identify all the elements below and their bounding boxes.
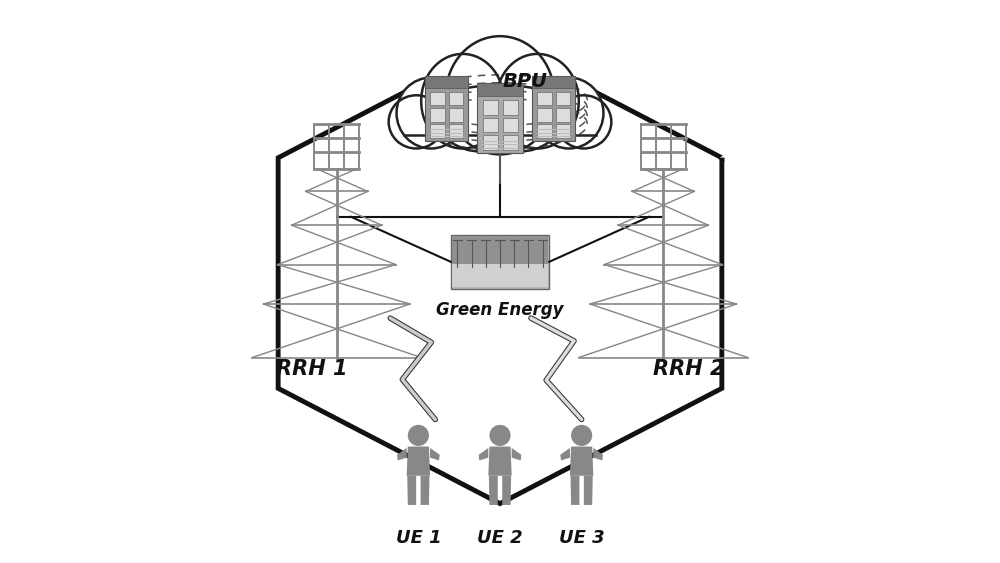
Bar — [452, 236, 548, 265]
Bar — [425, 77, 468, 141]
Circle shape — [408, 425, 429, 446]
Bar — [503, 118, 518, 132]
Ellipse shape — [478, 87, 561, 151]
Polygon shape — [397, 448, 407, 461]
Ellipse shape — [446, 36, 554, 154]
Polygon shape — [407, 446, 430, 476]
Ellipse shape — [534, 78, 603, 149]
Bar — [537, 92, 552, 105]
Ellipse shape — [389, 95, 444, 149]
Polygon shape — [488, 446, 512, 476]
Bar — [503, 100, 518, 115]
Bar — [430, 92, 445, 105]
Text: RRH 2: RRH 2 — [653, 359, 724, 379]
Ellipse shape — [421, 54, 504, 149]
Bar — [532, 77, 575, 141]
Text: UE 1: UE 1 — [396, 529, 441, 547]
Bar — [537, 124, 552, 138]
Bar — [477, 83, 523, 96]
Circle shape — [571, 425, 592, 446]
Polygon shape — [407, 476, 416, 505]
Text: UE 2: UE 2 — [477, 529, 523, 547]
Bar — [483, 118, 498, 132]
Ellipse shape — [556, 95, 611, 149]
Ellipse shape — [397, 78, 466, 149]
Bar — [532, 77, 575, 88]
Polygon shape — [560, 448, 570, 461]
Circle shape — [489, 425, 511, 446]
Bar — [451, 235, 549, 288]
Ellipse shape — [439, 87, 522, 151]
Bar — [430, 124, 445, 138]
Text: UE 3: UE 3 — [559, 529, 604, 547]
Polygon shape — [502, 476, 511, 505]
Bar — [556, 92, 570, 105]
Bar — [452, 265, 548, 287]
Bar — [537, 108, 552, 122]
Text: Green Energy: Green Energy — [436, 301, 564, 319]
Polygon shape — [430, 448, 440, 461]
Bar — [449, 92, 463, 105]
Bar — [556, 108, 570, 122]
Ellipse shape — [496, 54, 579, 149]
Bar — [449, 124, 463, 138]
Bar — [430, 108, 445, 122]
Polygon shape — [489, 476, 498, 505]
Bar — [483, 100, 498, 115]
Bar — [425, 77, 468, 88]
Bar — [477, 83, 523, 153]
Text: RRH 1: RRH 1 — [276, 359, 347, 379]
Polygon shape — [570, 446, 593, 476]
Text: BPU: BPU — [503, 72, 548, 91]
Polygon shape — [421, 476, 429, 505]
Bar — [503, 135, 518, 150]
Polygon shape — [479, 448, 488, 461]
Polygon shape — [593, 448, 603, 461]
Polygon shape — [278, 42, 722, 504]
Polygon shape — [571, 476, 579, 505]
Polygon shape — [584, 476, 593, 505]
Bar — [483, 135, 498, 150]
Bar — [449, 108, 463, 122]
Bar — [556, 124, 570, 138]
Polygon shape — [512, 448, 521, 461]
